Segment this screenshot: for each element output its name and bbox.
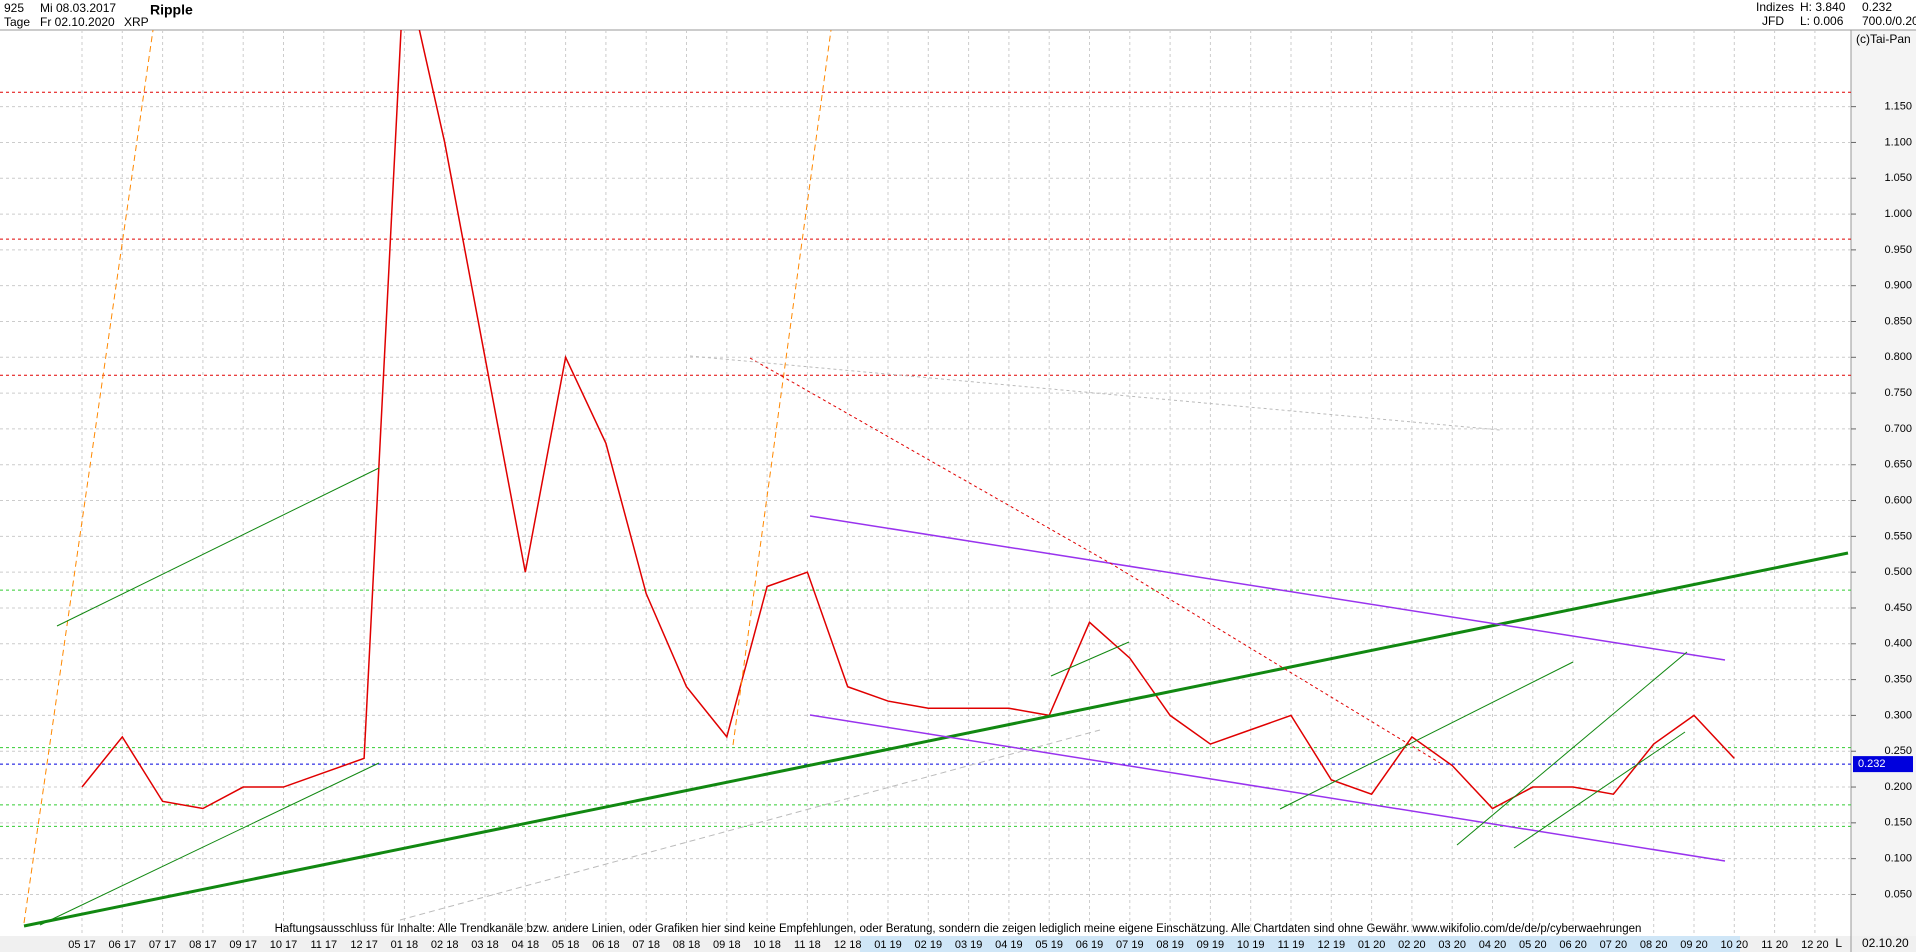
disclaimer: Haftungsausschluss für Inhalte: Alle Tre… [275,923,1642,935]
x-tick-label: 06 17 [109,939,137,951]
y-tick-label: 0.300 [1884,709,1912,721]
start-day: Mi 08.03.2017 [40,1,116,15]
plot [0,30,1851,936]
y-tick-label: 0.100 [1884,853,1912,865]
x-tick-label: 05 18 [552,939,580,951]
x-tick-label: 10 19 [1237,939,1265,951]
x-tick-label: 02 20 [1398,939,1426,951]
x-tick-label: 01 19 [874,939,902,951]
group: Indizes [1756,0,1794,14]
title: Ripple [150,2,193,18]
y-tick-label: 0.950 [1884,244,1912,256]
x-tick-label: 03 19 [955,939,983,951]
y-tick-label: 1.050 [1884,172,1912,184]
x-tick-label: 09 18 [713,939,741,951]
price-line [81,30,1735,810]
y-tick-label: 0.050 [1884,888,1912,900]
high: H: 3.840 [1800,0,1846,14]
x-tick-label: 05 17 [68,939,96,951]
x-tick-label: 08 19 [1156,939,1184,951]
y-tick-label: 0.350 [1884,674,1912,686]
x-tick-label: 11 20 [1761,939,1788,951]
x-tick-label: 05 20 [1519,939,1547,951]
price-axis [1851,30,1916,936]
x-tick-label: 10 20 [1721,939,1749,951]
x-tick-label: 11 19 [1278,939,1305,951]
y-tick-label: 0.800 [1884,351,1912,363]
symbol: XRP [124,15,149,29]
x-tick-label: 01 20 [1358,939,1386,951]
y-tick-label: 0.900 [1884,280,1912,292]
x-tick-label: 07 18 [632,939,660,951]
x-tick-label: 07 20 [1600,939,1628,951]
mode: L [1835,936,1842,950]
y-tick-label: 0.450 [1884,602,1912,614]
x-tick-label: 03 20 [1438,939,1466,951]
x-tick-label: 09 17 [229,939,257,951]
end-date: 02.10.20 [1862,936,1909,950]
y-tick-label: 0.650 [1884,459,1912,471]
x-tick-label: 06 20 [1559,939,1587,951]
y-tick-label: 0.400 [1884,638,1912,650]
x-tick-label: 06 18 [592,939,620,951]
current-label: 0.232 [1858,758,1886,770]
y-tick-label: 1.100 [1884,136,1912,148]
x-tick-label: 05 19 [1035,939,1063,951]
x-tick-label: 10 18 [753,939,781,951]
x-tick-label: 03 18 [471,939,499,951]
count: 925 [4,1,24,15]
x-tick-label: 02 18 [431,939,459,951]
y-tick-label: 0.250 [1884,745,1912,757]
x-tick-label: 11 18 [794,939,821,951]
y-tick-label: 0.750 [1884,387,1912,399]
scale: 700.0/0.20 [1862,14,1916,28]
x-tick-label: 08 17 [189,939,217,951]
y-tick-label: 1.000 [1884,208,1912,220]
last: 0.232 [1862,0,1892,14]
x-tick-label: 08 20 [1640,939,1668,951]
y-tick-label: 1.150 [1884,101,1912,113]
x-tick-label: 06 19 [1076,939,1104,951]
x-tick-label: 10 17 [270,939,298,951]
x-tick-label: 12 17 [350,939,378,951]
y-tick-label: 0.600 [1884,494,1912,506]
y-tick-label: 0.850 [1884,315,1912,327]
x-tick-label: 01 18 [391,939,419,951]
x-tick-label: 12 19 [1318,939,1346,951]
period: Tage [4,15,30,29]
y-tick-label: 0.200 [1884,781,1912,793]
x-tick-label: 09 19 [1197,939,1225,951]
x-tick-label: 02 19 [915,939,943,951]
y-tick-label: 0.700 [1884,423,1912,435]
x-tick-label: 07 17 [149,939,177,951]
x-tick-label: 04 18 [512,939,540,951]
x-tick-label: 04 19 [995,939,1023,951]
y-tick-label: 0.150 [1884,817,1912,829]
end-day: Fr 02.10.2020 [40,15,115,29]
current-box [1853,756,1913,773]
x-tick-label: 12 20 [1801,939,1829,951]
x-tick-label: 11 17 [310,939,337,951]
low: L: 0.006 [1800,14,1844,28]
copyright: (c)Tai-Pan [1856,32,1911,46]
x-tick-label: 09 20 [1680,939,1708,951]
x-tick-label: 04 20 [1479,939,1507,951]
x-tick-label: 07 19 [1116,939,1144,951]
trend-lines [23,30,1849,928]
y-tick-label: 0.500 [1884,566,1912,578]
x-tick-label: 12 18 [834,939,862,951]
broker: JFD [1762,14,1784,28]
y-tick-label: 0.550 [1884,530,1912,542]
time-axis-highlight [860,936,1740,952]
x-tick-label: 08 18 [673,939,701,951]
